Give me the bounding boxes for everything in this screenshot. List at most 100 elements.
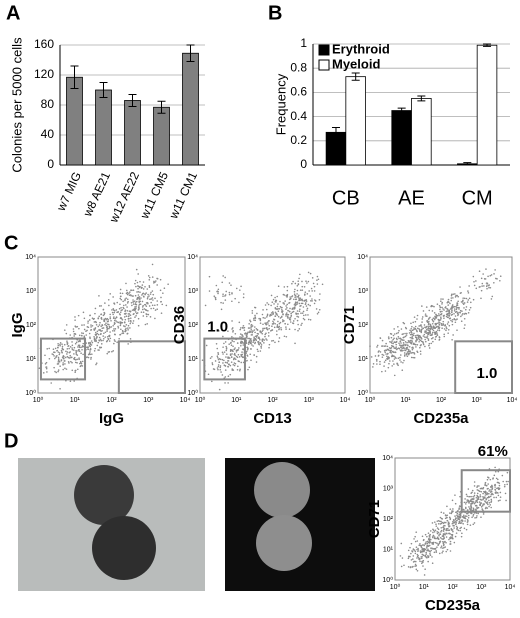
event-dot: [450, 528, 453, 531]
event-dot: [310, 287, 313, 290]
event-dot: [82, 342, 85, 345]
event-dot: [253, 329, 256, 331]
event-dot: [311, 277, 314, 279]
event-dot: [318, 298, 321, 301]
event-dot: [285, 335, 288, 338]
event-dot: [122, 325, 125, 327]
event-dot: [426, 337, 429, 339]
event-dot: [231, 353, 233, 355]
event-dot: [267, 335, 270, 337]
event-dot: [473, 492, 476, 494]
event-dot: [485, 497, 487, 500]
y-tick-label: 0: [47, 157, 54, 171]
x-tick-label: 10³: [471, 397, 482, 404]
error-bar: [397, 107, 406, 114]
event-dot: [429, 530, 432, 532]
event-dot: [436, 329, 439, 331]
event-dot: [414, 320, 417, 323]
event-dot: [146, 301, 149, 304]
event-dot: [448, 532, 450, 535]
event-dot: [386, 353, 389, 355]
error-bar: [186, 44, 195, 62]
event-dot: [451, 305, 454, 307]
event-dot: [406, 355, 409, 358]
event-dot: [414, 565, 416, 567]
event-dot: [62, 362, 64, 364]
event-dot: [432, 329, 435, 332]
event-dot: [290, 315, 292, 317]
event-dot: [108, 350, 111, 353]
event-dot: [402, 347, 405, 349]
event-dot: [152, 307, 155, 310]
event-dot: [125, 289, 128, 292]
event-dot: [228, 282, 231, 284]
event-dot: [224, 276, 226, 279]
event-dot: [299, 289, 302, 291]
event-dot: [424, 345, 426, 348]
event-dot: [217, 365, 220, 368]
event-dot: [274, 341, 276, 344]
event-dot: [223, 351, 226, 353]
event-dot: [430, 547, 432, 549]
event-dot: [90, 344, 93, 346]
event-dot: [392, 360, 394, 362]
event-dot: [421, 316, 424, 318]
event-dot: [71, 361, 73, 364]
event-dot: [442, 550, 444, 553]
event-dot: [72, 328, 75, 330]
event-dot: [446, 316, 449, 319]
event-dot: [450, 319, 452, 322]
event-dot: [450, 294, 453, 297]
event-dot: [425, 328, 428, 331]
event-dot: [284, 322, 286, 325]
event-dot: [124, 299, 126, 302]
event-dot: [126, 332, 129, 335]
event-dot: [290, 312, 292, 315]
event-dot: [113, 303, 116, 305]
event-dot: [450, 299, 453, 302]
event-dot: [306, 293, 309, 295]
event-dot: [255, 361, 258, 363]
event-dot: [225, 349, 228, 352]
event-dot: [442, 512, 445, 514]
bar: [182, 52, 199, 166]
event-dot: [74, 361, 77, 364]
event-dot: [108, 340, 111, 342]
event-dot: [276, 308, 278, 311]
event-dot: [102, 314, 105, 317]
event-dot: [135, 268, 138, 271]
event-dot: [107, 319, 110, 321]
event-dot: [395, 346, 398, 348]
event-dot: [108, 334, 111, 337]
event-dot: [457, 529, 460, 532]
event-dot: [94, 347, 97, 350]
event-dot: [468, 309, 471, 311]
event-dot: [502, 480, 504, 483]
event-dot: [307, 314, 309, 316]
event-dot: [73, 335, 75, 337]
event-dot: [379, 337, 382, 339]
event-dot: [402, 344, 405, 347]
event-dot: [405, 353, 408, 356]
event-dot: [496, 487, 498, 490]
event-dot: [224, 299, 227, 301]
event-dot: [162, 292, 164, 294]
event-dot: [270, 340, 273, 342]
event-dot: [487, 483, 489, 485]
event-dot: [141, 300, 144, 303]
event-dot: [48, 347, 50, 350]
event-dot: [218, 361, 221, 364]
y-axis-label: CD71: [366, 500, 383, 538]
event-dot: [491, 486, 494, 488]
event-dot: [113, 319, 116, 322]
event-dot: [78, 327, 80, 330]
x-tick-label: 10¹: [419, 584, 430, 591]
event-dot: [277, 320, 279, 323]
event-dot: [295, 313, 298, 315]
event-dot: [463, 307, 465, 309]
event-dot: [448, 315, 451, 317]
event-dot: [436, 542, 438, 545]
event-dot: [416, 334, 418, 337]
event-dot: [491, 295, 494, 298]
event-dot: [96, 330, 99, 333]
